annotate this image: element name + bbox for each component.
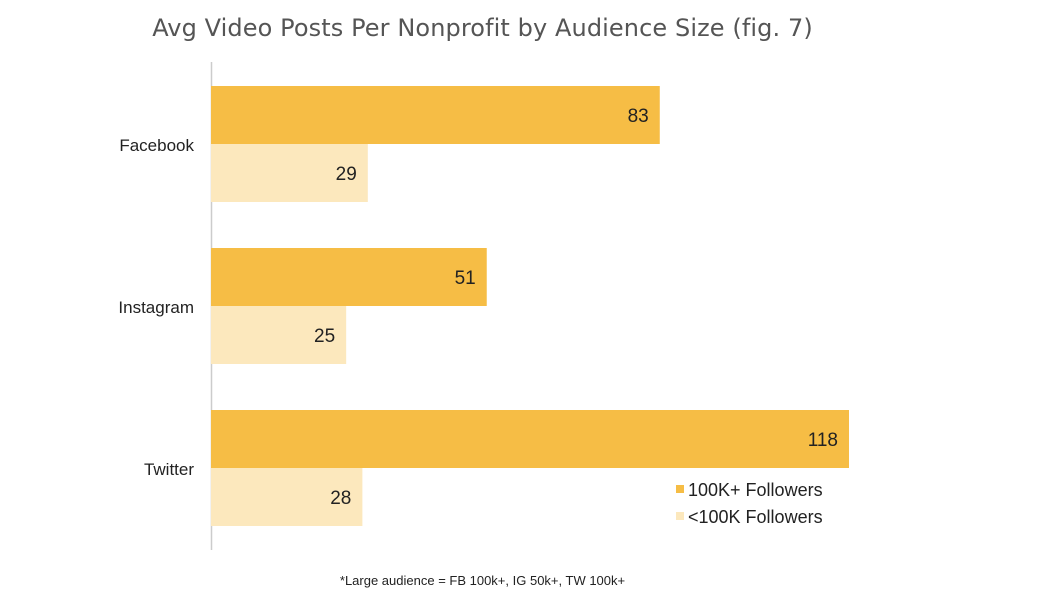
bar-instagram-small [211,306,347,364]
category-label-facebook: Facebook [119,136,194,155]
chart-title: Avg Video Posts Per Nonprofit by Audienc… [152,14,813,42]
category-label-twitter: Twitter [144,460,194,479]
bar-instagram-large [211,248,487,306]
bar-facebook-large [211,86,660,144]
legend-swatch-small [676,512,684,520]
data-label-instagram-small: 25 [314,326,335,347]
legend-label-small: <100K Followers [688,507,823,527]
data-label-twitter-small: 28 [330,488,351,509]
bar-twitter-large [211,410,849,468]
data-label-facebook-large: 83 [628,106,649,127]
data-label-instagram-large: 51 [455,268,476,289]
bar-facebook-small [211,144,368,202]
bar-twitter-small [211,468,363,526]
data-label-twitter-large: 118 [808,430,838,451]
data-label-facebook-small: 29 [336,164,357,185]
legend-swatch-large [676,485,684,493]
footnote: *Large audience = FB 100k+, IG 50k+, TW … [339,573,626,588]
legend-label-large: 100K+ Followers [688,480,823,500]
category-label-instagram: Instagram [118,298,194,317]
